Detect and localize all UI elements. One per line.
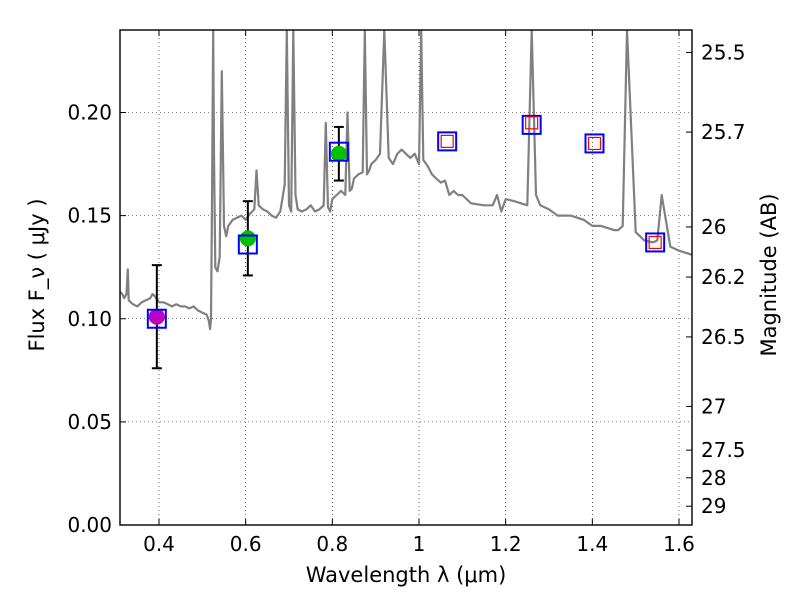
axis-ticks: 0.4 0.6 0.8 1 1.2 1.4 1.6 0.00 0.05 0.10 0.15 0.20 2… [67, 30, 746, 556]
photometry-square-marker [587, 136, 602, 151]
model-flux-marker [328, 141, 349, 162]
x-tick-label: 1.6 [663, 532, 695, 556]
y-axis-right-title: Magnitude (AB) [757, 193, 781, 356]
photometry-layer [146, 114, 666, 370]
x-tick-label: 1.4 [576, 532, 608, 556]
model-flux-marker [584, 133, 605, 154]
x-tick-label: 0.6 [230, 532, 262, 556]
x-tick-label: 0.8 [316, 532, 348, 556]
y-tick-label: 0.00 [67, 513, 112, 537]
model-spectrum-line [120, 30, 692, 331]
x-tick-label: 0.4 [143, 532, 175, 556]
model-flux-marker [645, 232, 666, 253]
x-tick-label: 1.2 [490, 532, 522, 556]
y-tick-label: 0.20 [67, 101, 112, 125]
model-flux-marker [237, 234, 258, 255]
model-flux-marker [521, 114, 542, 135]
mag-tick-label: 25.5 [701, 40, 746, 64]
mag-tick-label: 26.2 [701, 265, 746, 289]
y-tick-label: 0.10 [67, 307, 112, 331]
mag-tick-label: 26 [701, 215, 726, 239]
data-point [330, 145, 347, 162]
mag-tick-label: 27 [701, 394, 726, 418]
y-tick-label: 0.15 [67, 204, 112, 228]
model-spectrum-layer [120, 30, 692, 331]
data-point [148, 308, 165, 325]
photometry-square-marker [525, 116, 539, 130]
mag-tick-label: 28 [701, 466, 726, 490]
mag-tick-label: 27.5 [701, 438, 746, 462]
y-axis-title: Flux F_ν ( μJy ) [25, 198, 50, 351]
x-axis-title: Wavelength λ (μm) [306, 563, 507, 587]
y-tick-label: 0.05 [67, 410, 112, 434]
photometry-square-marker [648, 235, 662, 250]
mag-tick-label: 26.5 [701, 325, 746, 349]
mag-tick-label: 29 [701, 494, 726, 518]
photometry-square-marker [440, 134, 454, 148]
plot-area [120, 30, 692, 370]
mag-tick-label: 25.7 [701, 120, 746, 144]
model-flux-marker [437, 131, 458, 152]
data-point [239, 230, 256, 247]
x-tick-label: 1 [413, 532, 426, 556]
model-flux-marker [146, 308, 167, 329]
